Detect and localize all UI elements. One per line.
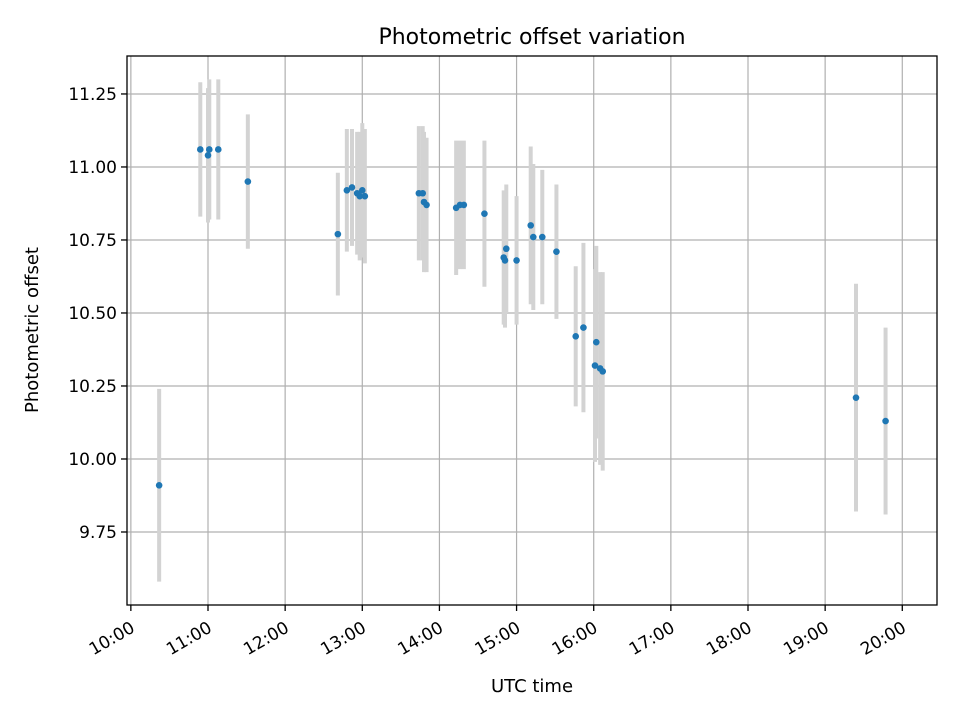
error-bars	[157, 79, 888, 582]
y-tick-label: 9.75	[79, 523, 117, 543]
data-point	[882, 417, 889, 425]
y-tick-label: 11.25	[68, 85, 117, 105]
y-tick-label: 10.75	[68, 231, 117, 251]
x-axis-ticks: 10:00 11:00 12:00 13:00 14:00 15:00 16:00 17:00…	[86, 605, 910, 660]
data-point	[502, 245, 510, 253]
data-point	[204, 151, 212, 159]
x-axis-label: UTC time	[491, 676, 573, 697]
x-tick-label: 10:00	[86, 618, 138, 660]
x-tick-label: 16:00	[549, 618, 601, 660]
data-point	[591, 362, 599, 369]
data-point	[852, 394, 860, 401]
chart-title: Photometric offset variation	[378, 25, 685, 50]
x-tick-label: 15:00	[472, 618, 524, 660]
data-point	[361, 192, 369, 200]
data-point	[423, 201, 430, 209]
data-points	[155, 146, 889, 489]
data-point	[196, 146, 204, 153]
y-tick-label: 10.00	[68, 450, 117, 470]
data-point	[501, 257, 509, 264]
data-point	[343, 187, 351, 194]
y-axis-label: Photometric offset	[22, 247, 43, 413]
x-tick-label: 19:00	[780, 618, 832, 660]
data-point	[214, 146, 222, 153]
data-point	[553, 248, 560, 255]
y-tick-label: 10.25	[68, 377, 117, 397]
data-point	[460, 201, 468, 209]
data-point	[358, 187, 366, 194]
x-tick-label: 11:00	[163, 618, 215, 660]
data-point	[580, 324, 587, 331]
data-point	[356, 192, 364, 200]
x-tick-label: 13:00	[317, 618, 369, 660]
data-point	[244, 178, 252, 185]
y-tick-label: 10.50	[68, 304, 117, 324]
x-tick-label: 12:00	[240, 618, 292, 660]
data-point	[348, 184, 356, 191]
plot-frame	[126, 55, 938, 606]
y-axis-ticks: 9.75 10.00 10.25 10.50 10.75 11.00 11.25	[68, 85, 127, 543]
x-tick-label: 18:00	[703, 618, 755, 660]
data-point	[599, 368, 607, 375]
x-tick-label: 17:00	[626, 618, 678, 660]
x-tick-label: 14:00	[394, 618, 446, 660]
data-point	[592, 338, 600, 346]
data-point	[419, 189, 427, 197]
data-point	[334, 230, 342, 238]
data-point	[529, 233, 537, 241]
data-point	[513, 257, 520, 264]
x-tick-label: 20:00	[857, 618, 909, 660]
data-point	[155, 481, 163, 489]
data-point	[538, 233, 546, 241]
data-point	[527, 222, 535, 229]
data-point	[481, 210, 488, 217]
y-tick-label: 11.00	[68, 158, 117, 178]
data-point	[205, 146, 213, 153]
data-point	[572, 333, 580, 340]
